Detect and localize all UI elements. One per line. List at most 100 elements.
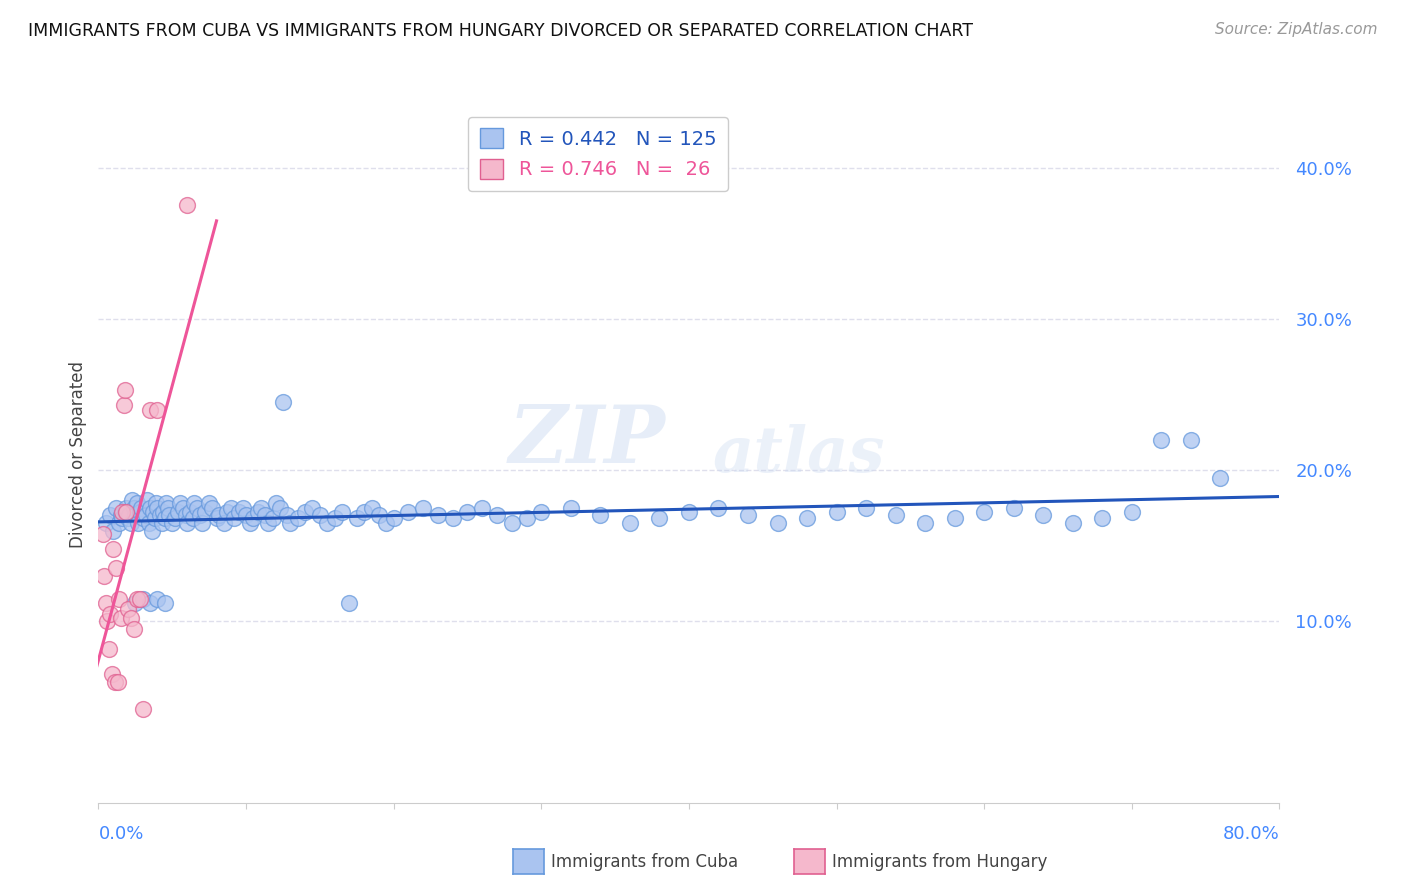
Point — [441, 511, 464, 525]
Point — [250, 500, 273, 515]
Point — [707, 500, 730, 515]
Point — [128, 591, 150, 606]
Point — [127, 516, 149, 530]
Point — [530, 505, 553, 519]
Point — [1032, 508, 1054, 523]
Text: 0.0%: 0.0% — [98, 825, 143, 843]
Point — [139, 500, 162, 515]
Point — [766, 516, 789, 530]
Point — [224, 511, 246, 525]
Point — [132, 702, 155, 716]
Point — [98, 508, 121, 523]
Point — [737, 508, 759, 523]
Point — [471, 500, 494, 515]
Point — [132, 591, 155, 606]
Point — [242, 511, 264, 525]
Point — [120, 611, 142, 625]
Point — [110, 611, 132, 625]
Point — [235, 508, 257, 523]
Point — [486, 508, 509, 523]
Point — [153, 511, 176, 525]
Point — [796, 511, 818, 525]
Point — [205, 511, 228, 525]
Point — [1121, 505, 1143, 519]
Point — [105, 500, 128, 515]
Point — [1150, 433, 1173, 447]
Point — [139, 596, 162, 610]
Point — [264, 496, 287, 510]
Point — [157, 508, 180, 523]
Point — [122, 622, 145, 636]
Point — [149, 508, 172, 523]
Point — [108, 591, 131, 606]
Text: Immigrants from Cuba: Immigrants from Cuba — [551, 853, 738, 871]
Point — [135, 508, 157, 523]
Point — [309, 508, 332, 523]
Point — [94, 516, 117, 530]
Point — [198, 496, 221, 510]
Point — [94, 596, 117, 610]
Point — [115, 505, 138, 519]
Point — [278, 516, 302, 530]
Point — [146, 591, 169, 606]
Text: ZIP: ZIP — [509, 402, 665, 480]
Point — [179, 505, 201, 519]
Point — [360, 500, 382, 515]
Point — [105, 561, 128, 575]
Point — [287, 511, 309, 525]
Point — [98, 607, 121, 621]
Point — [100, 667, 122, 681]
Point — [589, 508, 612, 523]
Point — [501, 516, 523, 530]
Point — [156, 500, 179, 515]
Text: Source: ZipAtlas.com: Source: ZipAtlas.com — [1215, 22, 1378, 37]
Point — [129, 500, 152, 515]
Point — [943, 511, 966, 525]
Point — [228, 505, 250, 519]
Point — [208, 508, 231, 523]
Point — [155, 496, 177, 510]
Point — [330, 505, 353, 519]
Point — [257, 516, 280, 530]
Point — [1091, 511, 1114, 525]
Point — [114, 505, 136, 519]
Point — [323, 511, 346, 525]
Point — [1062, 516, 1084, 530]
Point — [973, 505, 995, 519]
Point — [825, 505, 848, 519]
Point — [884, 508, 907, 523]
Point — [152, 505, 174, 519]
Text: 80.0%: 80.0% — [1223, 825, 1279, 843]
Text: atlas: atlas — [713, 425, 884, 485]
Point — [112, 398, 135, 412]
Point — [375, 516, 398, 530]
Point — [128, 505, 150, 519]
Legend: R = 0.442   N = 125, R = 0.746   N =  26: R = 0.442 N = 125, R = 0.746 N = 26 — [468, 117, 728, 191]
Point — [271, 395, 294, 409]
Text: IMMIGRANTS FROM CUBA VS IMMIGRANTS FROM HUNGARY DIVORCED OR SEPARATED CORRELATIO: IMMIGRANTS FROM CUBA VS IMMIGRANTS FROM … — [28, 22, 973, 40]
Point — [117, 511, 139, 525]
Point — [678, 505, 700, 519]
Point — [153, 596, 176, 610]
Point — [368, 508, 391, 523]
Point — [121, 493, 143, 508]
Point — [96, 615, 118, 629]
Text: Immigrants from Hungary: Immigrants from Hungary — [832, 853, 1047, 871]
Point — [176, 198, 198, 212]
Point — [132, 511, 155, 525]
Point — [294, 505, 316, 519]
Point — [141, 524, 163, 538]
Point — [124, 508, 146, 523]
Point — [124, 596, 146, 610]
Point — [262, 511, 284, 525]
Point — [515, 511, 537, 525]
Point — [212, 516, 235, 530]
Point — [201, 500, 224, 515]
Point — [136, 493, 159, 508]
Point — [108, 516, 131, 530]
Point — [115, 500, 138, 515]
Point — [117, 602, 139, 616]
Y-axis label: Divorced or Separated: Divorced or Separated — [69, 361, 87, 549]
Point — [219, 500, 242, 515]
Point — [172, 500, 194, 515]
